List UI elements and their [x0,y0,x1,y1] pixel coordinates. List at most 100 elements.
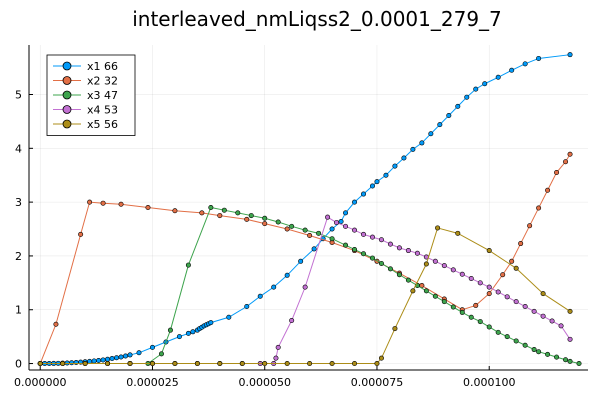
legend-marker-3 [62,90,72,100]
series-2-point-2 [78,231,84,237]
series-3-point-16 [302,227,308,233]
series-1-point-45 [352,199,358,205]
series-4-point-32 [468,276,474,282]
series-2-line [39,153,571,364]
series-3-point-37 [504,334,510,340]
series-1-point-57 [455,103,461,109]
legend-item-2: x2 32 [53,75,118,88]
series-4-point-20 [361,231,367,237]
series-1-point-35 [244,304,250,310]
series-5-point-21 [455,230,461,236]
series-2-point-30 [563,159,569,165]
series-1-point-54 [428,131,434,137]
series-5-point-15 [374,361,380,367]
series-1-point-55 [437,122,443,128]
series-3-point-44 [563,357,569,363]
series-2-point-21 [473,302,479,308]
series-3-point-7 [167,327,173,333]
series-1-point-11 [87,358,93,364]
series-1-point-37 [271,284,277,290]
series-1-point-64 [536,55,542,61]
series-4-point-28 [432,258,438,264]
series-1-point-33 [208,320,214,326]
legend-label-2: x2 32 [87,75,118,88]
y-tick-label-1: 1 [15,304,22,317]
series-2-point-26 [527,223,533,229]
series-3-point-26 [405,277,411,283]
y-tick-label-3: 3 [15,196,22,209]
series-3-point-40 [531,347,537,353]
series-2-point-22 [486,291,492,297]
series-1-point-50 [392,163,398,169]
series-5-point-5 [149,361,155,367]
legend-label-4: x4 53 [87,104,118,117]
series-4-point-21 [369,234,375,240]
series-3-point-41 [536,349,542,355]
series-1-point-49 [383,172,389,178]
series-3 [37,205,582,367]
series-1-point-51 [401,155,407,161]
series-5-point-25 [567,308,573,314]
series-5-point-19 [423,261,429,267]
series-4-point-37 [513,299,519,305]
series-3-point-10 [221,207,227,213]
series-2 [37,151,573,367]
series-5 [37,225,573,367]
series-3-point-46 [576,361,582,367]
legend-item-1: x1 66 [53,60,118,73]
series-1-point-14 [100,357,106,363]
series-3-point-36 [495,329,501,335]
series-5-point-6 [172,361,178,367]
series-5-point-14 [352,361,358,367]
series-1-point-13 [96,357,102,363]
series-3-point-12 [248,213,254,219]
series-1-point-17 [114,355,120,361]
series-2-point-10 [244,216,250,222]
series-1-point-12 [91,358,97,364]
series-5-point-12 [307,361,313,367]
series-3-point-23 [378,260,384,266]
legend-label-3: x3 47 [87,89,118,102]
y-tick-label-4: 4 [15,142,22,155]
x-tick-label-2: 0.000050 [238,376,291,389]
series-3-point-11 [235,210,241,216]
series-4-point-22 [378,237,384,243]
series-5-point-22 [486,248,492,254]
series-2-point-9 [217,213,223,219]
series-2-point-8 [199,210,205,216]
series-2-point-6 [145,205,151,211]
series-5-point-11 [284,361,290,367]
series-1-point-22 [149,344,155,350]
series-4-point-30 [450,267,456,273]
legend-item-4: x4 53 [53,104,118,117]
series-4-point-14 [289,317,295,323]
series-4-point-17 [334,220,340,226]
series-3-point-21 [361,251,367,257]
series-1-point-34 [226,314,232,320]
series-2-point-29 [554,170,560,176]
legend-marker-4 [62,105,72,114]
series-5-point-3 [105,361,111,367]
series-2-point-11 [262,221,268,227]
legend-label-5: x5 56 [87,118,118,131]
series-3-point-31 [450,304,456,310]
series-2-point-28 [545,187,551,193]
series-2-point-1 [53,321,59,327]
series-1-point-40 [311,246,317,252]
series-1-point-44 [343,210,349,216]
series-1-point-36 [257,293,263,299]
series-1-point-7 [69,360,75,366]
series-3-point-6 [158,351,164,357]
series-4-point-12 [273,355,279,361]
series-1-point-58 [464,94,470,100]
series-1-point-39 [298,258,304,264]
series-5-point-23 [513,265,519,271]
series-5-point-9 [239,361,245,367]
series-5-point-0 [37,361,43,367]
series-4-point-24 [396,245,402,251]
series-1-point-56 [446,112,452,118]
series-layer [37,52,582,367]
series-3-point-24 [387,266,393,272]
series-4-point-16 [325,214,331,220]
